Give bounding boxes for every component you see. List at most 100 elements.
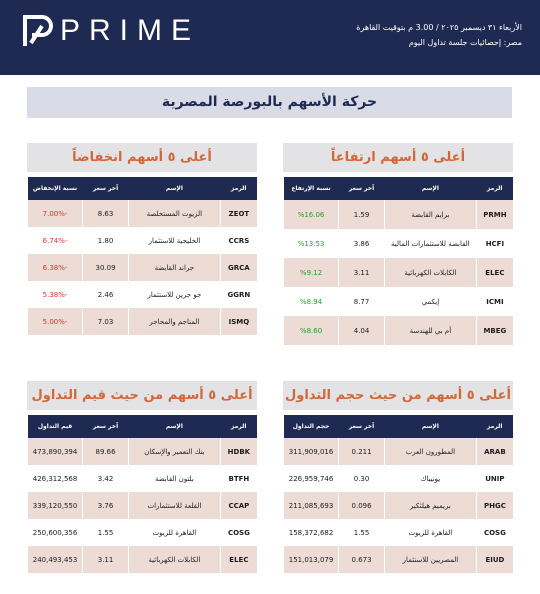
cell: ICMI [475,287,513,316]
cell: COSG [475,519,513,546]
cell: -7.00% [26,200,83,227]
cell: بنك التعمير والإسكان [127,438,221,465]
data-row: ELEC الكابلات الكهربائية 3.11 %9.12 [282,258,513,287]
column-header: الرمز [476,415,513,438]
cell: %13.53 [282,229,339,258]
header-info: الأربعاء ٣١ ديسمبر ٢٠٢٥ / 3.00 م بتوقيت … [356,20,522,50]
cell: 8.63 [82,200,129,227]
column-header: آخر سعر [338,177,385,200]
data-row: ISMQ المناجم والمحاجر 7.03 -5.00% [26,308,257,335]
cell: 426,312,568 [26,465,83,492]
cell: 211,085,693 [282,492,339,519]
data-row: ARAB المطورون العرب 0.211 311,909,016 [282,438,513,465]
column-header: الرمز [476,177,513,200]
header-row: الرمز الإسم آخر سعر قيم التداول [27,415,257,438]
cell: HDBK [219,438,257,465]
column-header: الإسم [128,177,221,200]
column-header: نسبة الإنخفاض [27,177,83,200]
cell: 3.86 [338,229,385,258]
header-band: PRIME الأربعاء ٣١ ديسمبر ٢٠٢٥ / 3.00 م ب… [0,0,540,75]
data-row: COSG القاهرة للزيوت 1.55 158,372,682 [282,519,513,546]
cell: 311,909,016 [282,438,339,465]
main-title: حركة الأسهم بالبورصة المصرية [27,87,512,118]
cell: ZEOT [219,200,257,227]
data-row: HCFI القابضة للاستثمارات المالية 3.86 %13.5… [282,229,513,258]
cell: 3.76 [82,492,129,519]
data-row: BTFH بلتون القابضة 3.42 426,312,568 [26,465,257,492]
cell: 7.03 [82,308,129,335]
data-table: الرمز الإسم آخر سعر حجم التداول ARAB المطورون… [282,415,513,573]
column-header: الإسم [384,177,477,200]
cell: 240,493,453 [26,546,83,573]
cell: المصريين للاستثمار [383,546,477,573]
data-table: الرمز الإسم آخر سعر قيم التداول HDBK بنك التع… [26,415,257,573]
cell: CCRS [219,227,257,254]
cell: برايم القابضة [383,200,477,229]
cell: الكابلات الكهربائية [127,546,221,573]
data-row: COSG القاهرة للزيوت 1.55 250,600,356 [26,519,257,546]
cell: ELEC [219,546,257,573]
section: أعلى ٥ أسهم من حيث حجم التداول الرمز الإسم… [282,381,513,573]
cell: -6.74% [26,227,83,254]
cell: 1.55 [82,519,129,546]
data-row: GGRN جو جرين للاستثمار 2.46 -5.38% [26,281,257,308]
cell: 250,600,356 [26,519,83,546]
cell: UNIP [475,465,513,492]
cell: القاهرة للزيوت [383,519,477,546]
column-header: آخر سعر [82,415,129,438]
cell: القاهرة للزيوت [127,519,221,546]
cell: 473,890,394 [26,438,83,465]
data-row: HDBK بنك التعمير والإسكان 89.66 473,890,394 [26,438,257,465]
column-header: نسبة الإرتفاع [283,177,339,200]
cell: القلعة للاستثمارات [127,492,221,519]
cell: 0.096 [338,492,385,519]
header-row: الرمز الإسم آخر سعر نسبة الإرتفاع [283,177,513,200]
cell: جراند القابضة [127,254,221,281]
logo-icon [23,15,53,46]
logo-text: PRIME [60,14,201,47]
cell: %9.12 [282,258,339,287]
cell: GGRN [219,281,257,308]
cell: -6.38% [26,254,83,281]
column-header: الإسم [128,415,221,438]
cell: 339,120,550 [26,492,83,519]
column-header: حجم التداول [283,415,339,438]
data-row: PHGC بريميم هيلثكير 0.096 211,085,693 [282,492,513,519]
cell: 0.673 [338,546,385,573]
cell: 3.11 [338,258,385,287]
cell: ARAB [475,438,513,465]
header-subtitle: مصر: إحصائيات جلسة تداول اليوم [408,38,522,47]
cell: %8.94 [282,287,339,316]
data-row: PRMH برايم القابضة 1.59 %16.06 [282,200,513,229]
cell: PHGC [475,492,513,519]
column-header: الرمز [220,415,257,438]
cell: 1.80 [82,227,129,254]
cell: 4.04 [338,316,385,345]
column-header: قيم التداول [27,415,83,438]
cell: 0.30 [338,465,385,492]
cell: 0.211 [338,438,385,465]
cell: أم بي للهندسة [383,316,477,345]
section: أعلى ٥ أسهم انخفاضاً الرمز الإسم آخر سعر نسب… [26,143,257,335]
cell: المطورون العرب [383,438,477,465]
section: أعلى ٥ أسهم ارتفاعاً الرمز الإسم آخر سعر نسب… [282,143,513,345]
cell: 8.77 [338,287,385,316]
cell: EIUD [475,546,513,573]
cell: PRMH [475,200,513,229]
cell: يونيباك [383,465,477,492]
cell: إيكمي [383,287,477,316]
section-title: أعلى ٥ أسهم من حيث قيم التداول [27,381,257,410]
section-title: أعلى ٥ أسهم من حيث حجم التداول [283,381,513,410]
data-row: CCRS الخليجية للاستثمار 1.80 -6.74% [26,227,257,254]
data-row: EIUD المصريين للاستثمار 0.673 151,013,079 [282,546,513,573]
header-row: الرمز الإسم آخر سعر نسبة الإنخفاض [27,177,257,200]
cell: 2.46 [82,281,129,308]
data-row: GRCA جراند القابضة 30.09 -6.38% [26,254,257,281]
data-row: ZEOT الزيوت المستخلصة 8.63 -7.00% [26,200,257,227]
cell: المناجم والمحاجر [127,308,221,335]
cell: HCFI [475,229,513,258]
cell: 151,013,079 [282,546,339,573]
cell: بلتون القابضة [127,465,221,492]
cell: الكابلات الكهربائية [383,258,477,287]
